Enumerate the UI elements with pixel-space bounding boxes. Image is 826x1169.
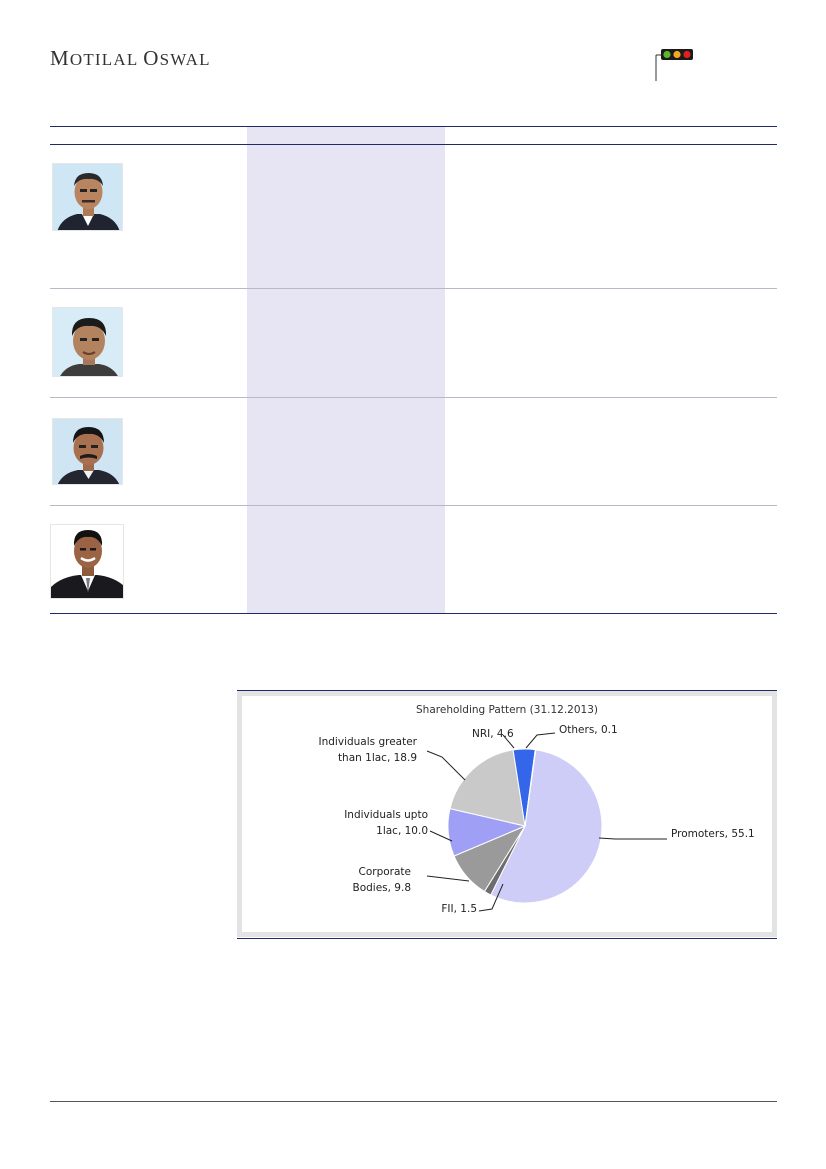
portrait-1 (52, 163, 123, 231)
row-divider (50, 288, 777, 289)
brand-rest-1: OTILAL (69, 50, 138, 69)
chart-title: Shareholding Pattern (31.12.2013) (416, 704, 598, 716)
label-indiv-greater-line2: than 1lac, 18.9 (337, 752, 417, 764)
label-others: Others, 0.1 (559, 724, 618, 736)
table-shaded-column (247, 127, 445, 614)
leader-nri (502, 734, 515, 749)
label-nri: NRI, 4.6 (472, 728, 514, 740)
portrait-3 (52, 418, 123, 485)
portrait-2 (52, 307, 123, 377)
brand-logo: MOTILAL OSWAL (50, 46, 211, 71)
footer-rule (50, 1101, 777, 1102)
table-header-rule (50, 144, 777, 145)
label-indiv-greater-line1: Individuals greater (318, 736, 417, 748)
leader-fii (478, 883, 504, 912)
label-indiv-upto-line1: Individuals upto (344, 809, 428, 821)
row-divider (50, 505, 777, 506)
label-indiv-upto-line2: 1lac, 10.0 (376, 825, 428, 837)
traffic-signal-icon (652, 49, 702, 83)
leader-promoters (598, 837, 667, 840)
pie-slice-others (524, 749, 537, 827)
leader-corporate (426, 875, 470, 882)
portrait-4 (50, 524, 124, 599)
row-divider (50, 397, 777, 398)
leader-indiv-upto (429, 830, 453, 842)
table-top-rule (50, 126, 777, 127)
leader-indiv-greater (426, 750, 466, 781)
pie-chart (426, 732, 667, 912)
table-bottom-rule (50, 613, 777, 614)
brand-cap-2: O (143, 46, 160, 70)
pie-slice-individuals-greater-than-1lac (449, 749, 526, 827)
chart-top-rule (237, 690, 777, 691)
chart-bottom-rule (237, 938, 777, 939)
brand-rest-2: SWAL (159, 50, 211, 69)
pie-slice-promoters (490, 749, 603, 904)
shareholding-chart: Shareholding Pattern (31.12.2013) Promot… (237, 691, 777, 937)
leader-others (525, 732, 556, 749)
label-corporate-line1: Corporate (358, 866, 412, 878)
label-promoters: Promoters, 55.1 (671, 828, 755, 840)
brand-cap-1: M (50, 46, 70, 70)
label-corporate-line2: Bodies, 9.8 (352, 882, 411, 894)
label-fii: FII, 1.5 (441, 903, 477, 915)
